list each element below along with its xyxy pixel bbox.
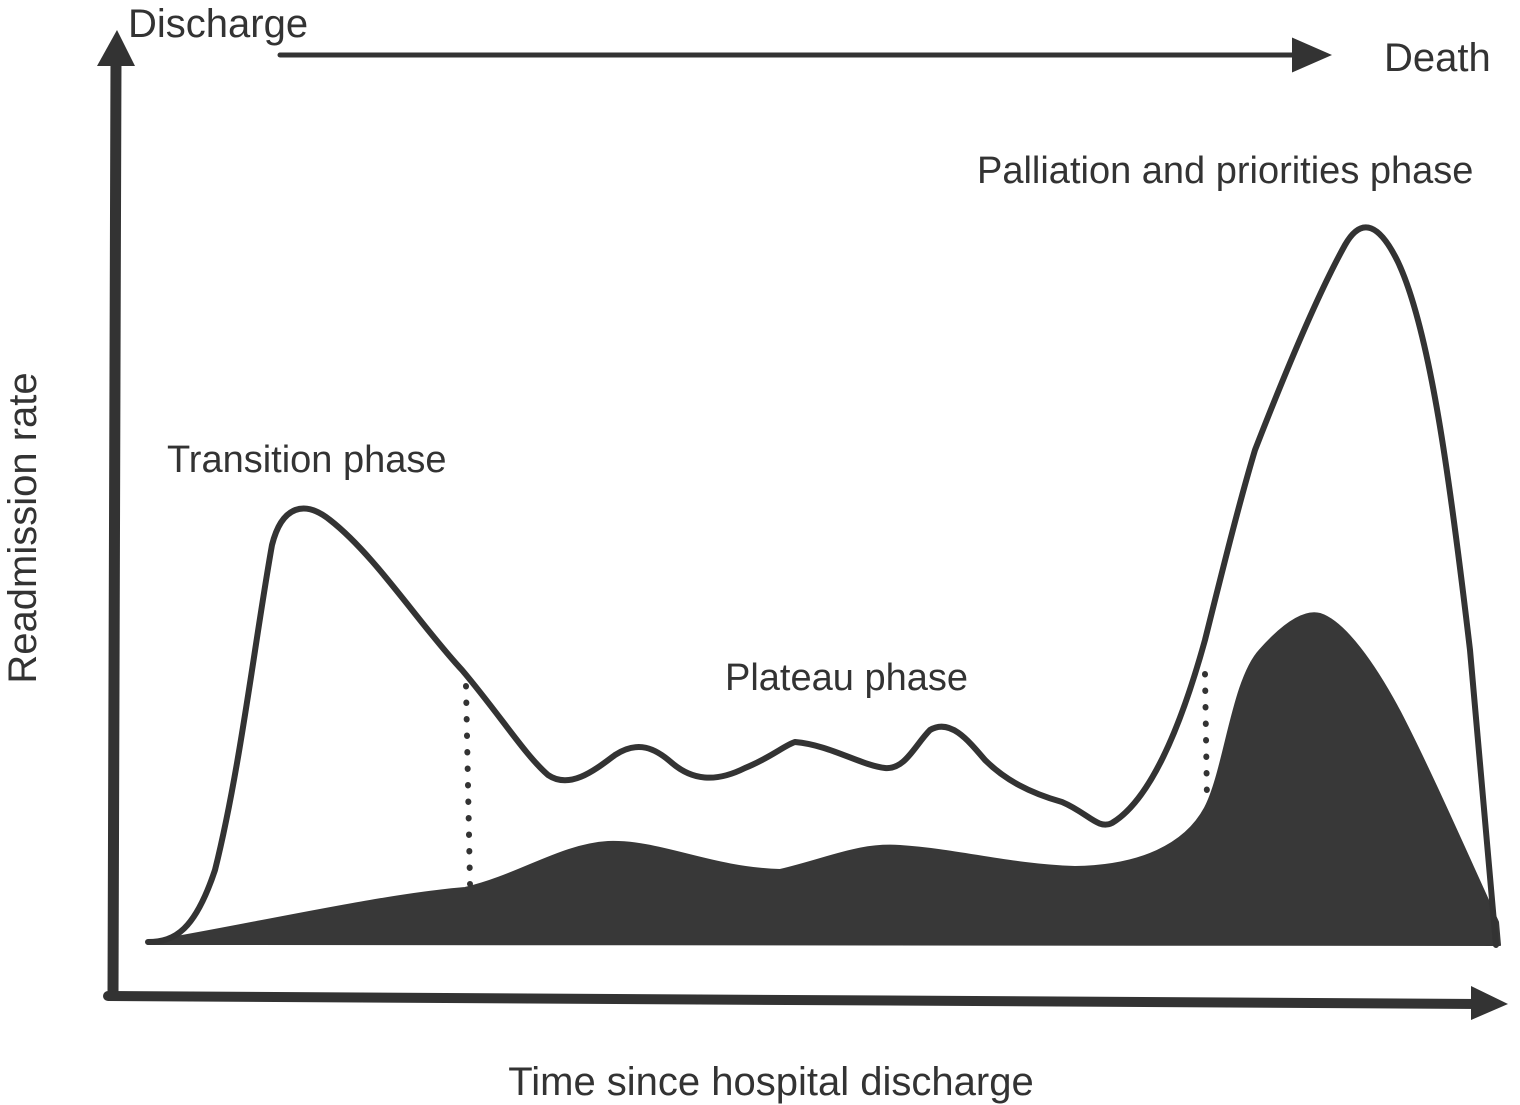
y-axis-arrowhead xyxy=(97,30,135,66)
y-axis xyxy=(107,52,122,1001)
x-axis-arrowhead xyxy=(1471,986,1508,1020)
total-readmission-curve xyxy=(145,224,1499,948)
plateau-palliation-divider xyxy=(1202,671,1210,803)
x-axis-label: Time since hospital discharge xyxy=(508,1060,1033,1104)
palliation-phase-label: Palliation and priorities phase xyxy=(977,150,1473,192)
baseline-readmission-area xyxy=(147,612,1501,946)
x-axis xyxy=(103,991,1485,1009)
plateau-phase-label: Plateau phase xyxy=(725,657,968,699)
timeline-start-label: Discharge xyxy=(128,2,308,46)
transition-plateau-divider xyxy=(463,683,473,887)
y-axis-label: Readmission rate xyxy=(1,372,45,683)
timeline-end-label: Death xyxy=(1384,36,1491,80)
transition-phase-label: Transition phase xyxy=(167,439,447,481)
